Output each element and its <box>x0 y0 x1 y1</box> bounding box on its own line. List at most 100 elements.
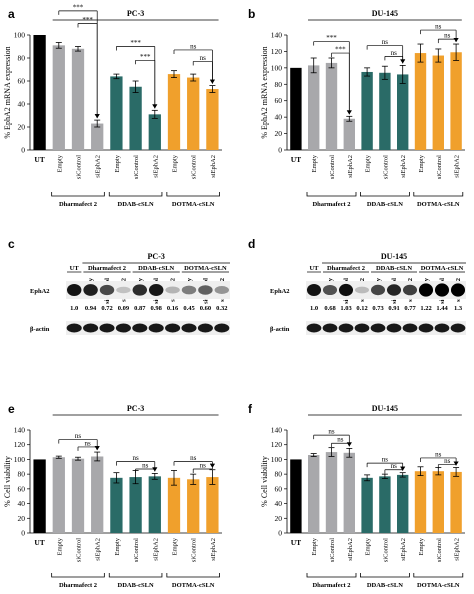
y-tick-label: 20 <box>275 514 283 523</box>
x-tick-label: siEphA2 <box>95 538 102 561</box>
group-bracket <box>306 192 357 197</box>
panel-letter-a: a <box>8 7 15 21</box>
y-tick-label: 80 <box>275 470 283 479</box>
y-tick-label: 20 <box>275 129 283 138</box>
sig-label: ns <box>142 461 149 469</box>
sig-arrowhead <box>209 79 215 84</box>
y-tick-label: 0 <box>278 146 282 155</box>
bar-empty <box>110 76 123 150</box>
sig-label: *** <box>73 3 84 11</box>
quant-value: 0.73 <box>372 305 384 312</box>
y-tick-label: 40 <box>18 100 26 109</box>
sig-arrowhead <box>400 466 406 471</box>
sig-label: ns <box>444 457 451 465</box>
actin-band <box>181 323 197 333</box>
y-tick-label: 120 <box>271 47 283 56</box>
actin-band <box>214 323 230 333</box>
x-tick-label: Empty <box>56 537 63 555</box>
sig-label: ns <box>328 428 335 436</box>
x-tick-label: siControl <box>76 538 83 562</box>
lane-group-label: DDAB-cSLN <box>138 265 174 272</box>
chart-a: a PC-3 0 20 40 60 80 100% EphA2 mRNA expression… <box>3 3 222 208</box>
x-tick-label: siEphA2 <box>152 155 159 178</box>
bar-sicontrol <box>432 471 444 533</box>
quant-value: 1.22 <box>420 305 431 312</box>
sig-arrowhead <box>400 59 406 64</box>
bar-siepha2 <box>397 74 409 150</box>
sig-label: *** <box>326 34 337 42</box>
actin-band <box>402 323 418 333</box>
actin-band <box>66 323 82 333</box>
group-label: DOTMA-cSLN <box>172 201 215 208</box>
quant-value: 1.44 <box>436 305 448 312</box>
blot-title: PC-3 <box>148 252 165 261</box>
bar-sicontrol <box>129 477 142 533</box>
bar-ut <box>290 459 302 533</box>
quant-value: 0.91 <box>388 305 399 312</box>
panel-letter-d: d <box>248 237 255 251</box>
bar-siepha2 <box>343 118 355 150</box>
y-tick-label: 20 <box>18 514 26 523</box>
actin-band <box>306 323 322 333</box>
epha2-band <box>148 284 164 296</box>
y-tick-label: 20 <box>18 123 26 132</box>
sig-arrowhead <box>152 104 158 109</box>
y-tick-label: 40 <box>275 499 283 508</box>
sig-label: ns <box>391 49 398 57</box>
actin-band <box>99 323 115 333</box>
bar-empty <box>308 65 320 150</box>
actin-band <box>370 323 386 333</box>
lane-group-label: UT <box>70 265 80 272</box>
group-label: DOTMA-cSLN <box>417 201 460 208</box>
group-bracket <box>108 192 163 197</box>
actin-band <box>132 323 148 333</box>
x-tick-label: siEphA2 <box>210 538 217 561</box>
sig-label: ns <box>84 439 91 447</box>
x-tick-label: siControl <box>382 155 389 179</box>
epha2-band <box>306 284 322 296</box>
group-bracket <box>51 192 105 197</box>
epha2-band <box>322 284 338 296</box>
x-tick-label: Empty <box>365 537 372 555</box>
x-tick-label: siEphA2 <box>152 538 159 561</box>
actin-band <box>386 323 402 333</box>
quant-value: 0.45 <box>183 305 195 312</box>
group-bracket <box>413 192 464 197</box>
x-tick-label-ut: UT <box>34 538 44 547</box>
bar-siepha2 <box>148 114 161 150</box>
x-tick-label-ut: UT <box>291 538 301 547</box>
x-tick-label: Empty <box>418 154 425 172</box>
sig-arrowhead <box>94 446 100 451</box>
y-tick-label: 0 <box>21 146 25 155</box>
group-bracket <box>108 573 163 578</box>
bar-sicontrol <box>325 452 338 533</box>
bar-sicontrol <box>71 48 85 150</box>
epha2-band <box>99 284 115 296</box>
group-label: DOTMA-cSLN <box>172 582 215 589</box>
sig-label: ns <box>337 436 344 444</box>
bar-empty <box>167 74 181 150</box>
actin-band <box>197 323 213 333</box>
x-tick-label: siControl <box>76 155 83 179</box>
group-bracket <box>360 573 410 578</box>
bar-empty <box>414 53 427 151</box>
x-tick-label: Empty <box>418 537 425 555</box>
quant-value: 0.94 <box>85 305 97 312</box>
x-tick-label: siEphA2 <box>400 538 407 561</box>
quant-value: 0.98 <box>151 305 163 312</box>
y-tick-label: 60 <box>18 77 26 86</box>
chart-e: e PC-3 0 20 40 60 80 100 120 140 % Cell viability U… <box>3 402 222 589</box>
panel-letter-f: f <box>248 402 253 416</box>
chart-title: PC-3 <box>127 404 144 413</box>
epha2-band <box>370 284 386 296</box>
x-tick-label: siControl <box>191 538 198 562</box>
panel-letter-b: b <box>248 7 255 21</box>
panel-letter-e: e <box>8 402 15 416</box>
sig-arrowhead <box>453 461 459 466</box>
epha2-band <box>338 283 354 297</box>
bar-siepha2 <box>450 52 462 150</box>
bar-siepha2 <box>343 452 355 533</box>
sig-label: ns <box>391 462 398 470</box>
epha2-band <box>354 286 370 294</box>
